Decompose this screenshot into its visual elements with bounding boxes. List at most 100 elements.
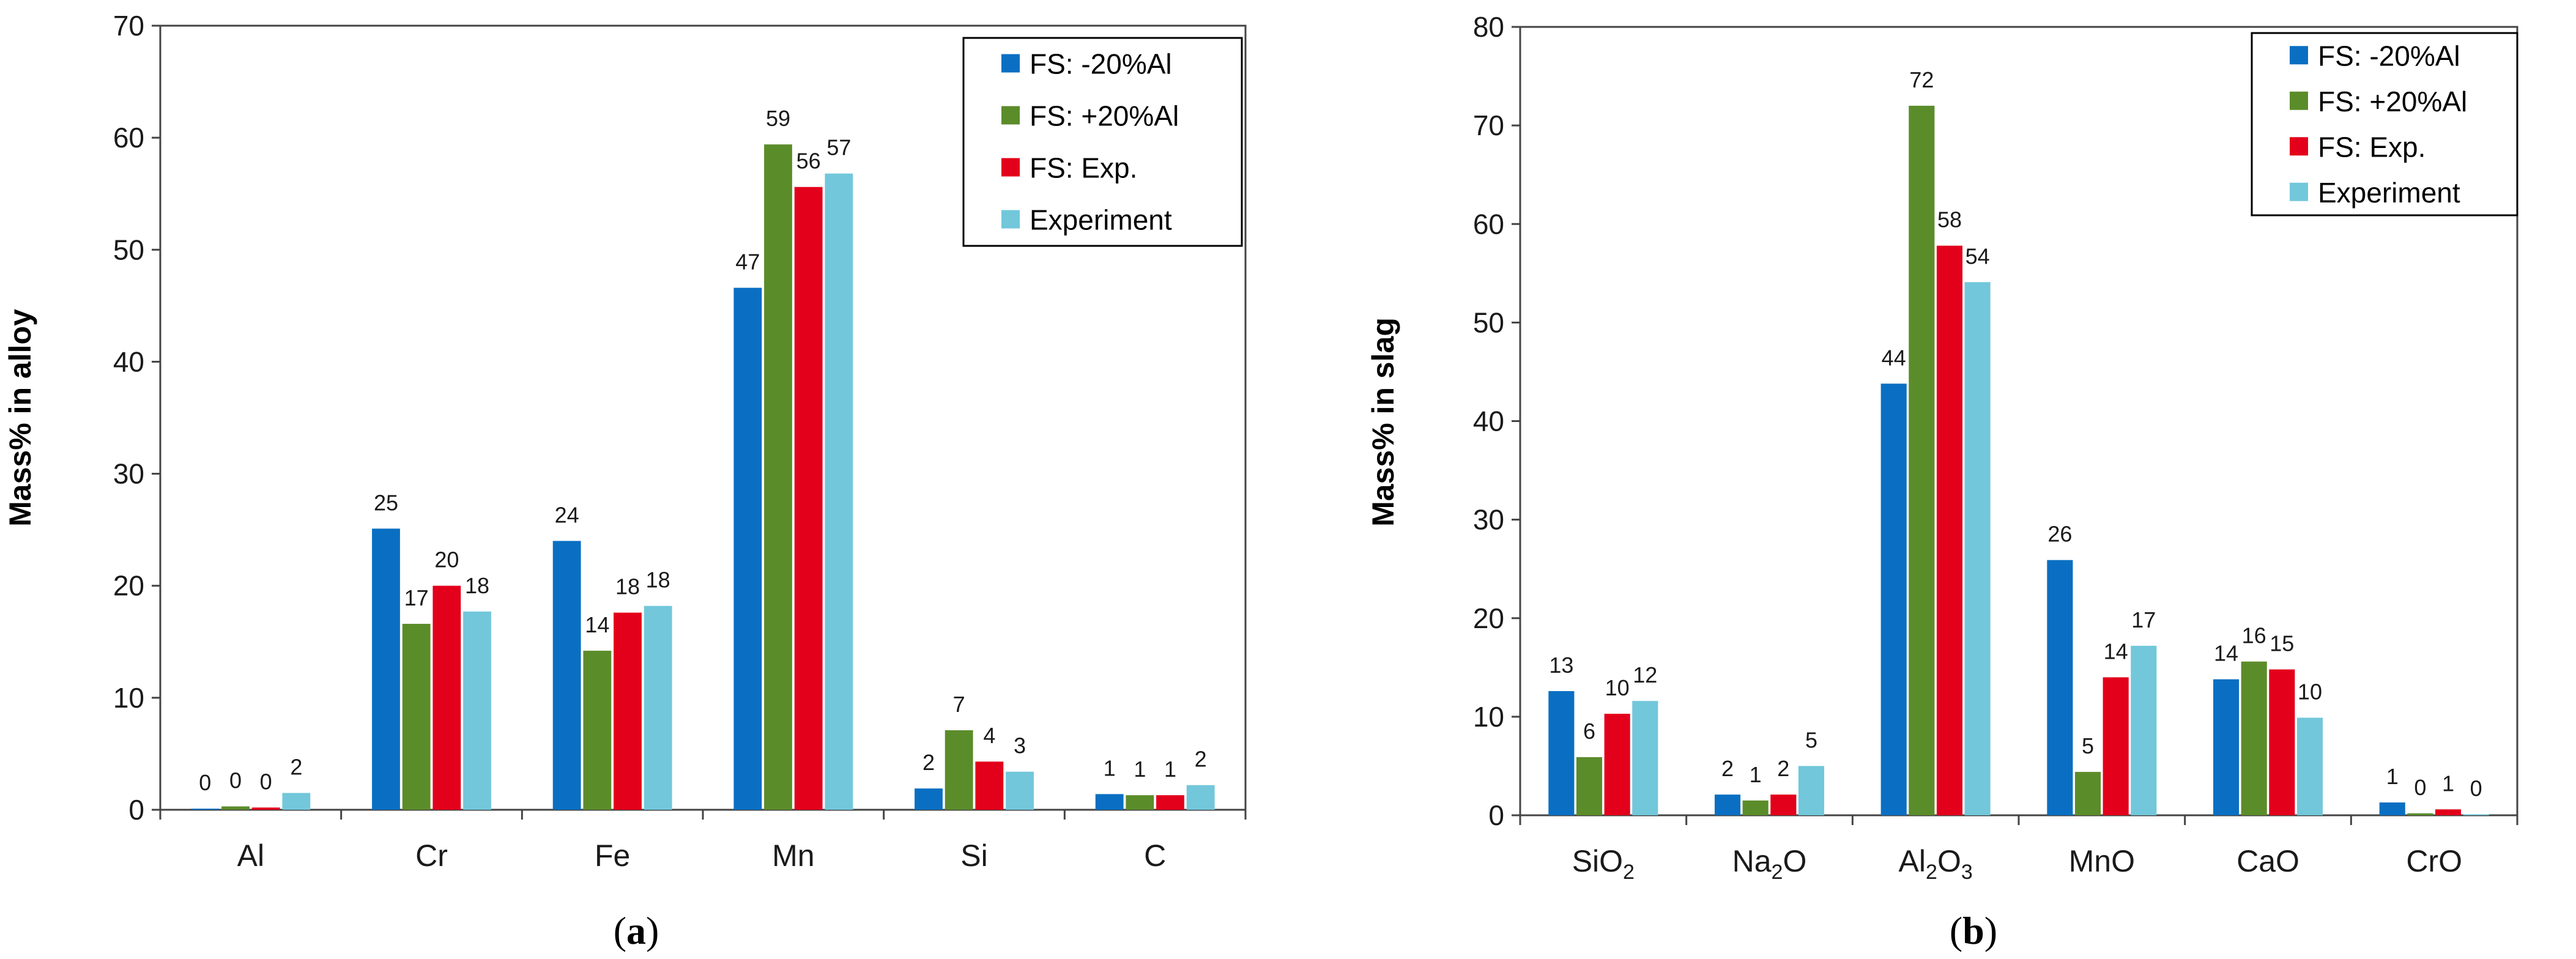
bar: [2047, 560, 2073, 815]
bar: [2103, 677, 2129, 815]
category-subscript: 2: [1623, 861, 1635, 884]
data-label: 56: [796, 149, 821, 174]
x-category-label: CaO: [2236, 844, 2299, 878]
x-category-label: Si: [960, 839, 987, 873]
y-axis-title: Mass% in slag: [1366, 317, 1400, 527]
data-label: 20: [434, 547, 459, 572]
bar: [1632, 701, 1658, 815]
y-tick-label: 80: [1473, 11, 1504, 43]
bar: [1604, 714, 1630, 815]
data-label: 15: [2270, 631, 2294, 656]
y-tick-label: 60: [113, 122, 144, 154]
data-label: 18: [646, 568, 670, 593]
y-tick-label: 40: [1473, 405, 1504, 437]
data-label: 1: [1134, 757, 1146, 782]
data-label: 3: [1014, 733, 1026, 758]
x-category-label: Cr: [415, 839, 448, 873]
bar: [2463, 814, 2489, 815]
data-label: 54: [1965, 243, 1990, 268]
data-label: 57: [826, 135, 851, 160]
legend-swatch: [1001, 106, 1020, 125]
category-main: Al: [1899, 844, 1926, 878]
data-label: 5: [1805, 727, 1817, 752]
y-tick-label: 10: [113, 682, 144, 714]
legend: FS: -20%Al FS: +20%Al FS: Exp. Experiment: [2251, 32, 2518, 217]
data-label: 17: [404, 585, 429, 610]
category-subscript: 2: [1926, 861, 1937, 884]
data-label: 16: [2242, 623, 2266, 648]
bar: [975, 761, 1004, 810]
data-label: 47: [735, 250, 760, 275]
data-label: 2: [290, 755, 302, 780]
legend: FS: -20%Al FS: +20%Al FS: Exp. Experiment: [962, 37, 1243, 247]
data-label: 7: [953, 692, 965, 717]
bar: [2407, 813, 2433, 815]
legend-swatch: [2290, 46, 2308, 65]
bar: [915, 788, 943, 810]
category-main: C: [1144, 839, 1166, 873]
data-label: 0: [2414, 775, 2426, 800]
x-category-label: SiO2: [1572, 844, 1635, 884]
category-main: Na: [1732, 844, 1772, 878]
legend-swatch: [1001, 158, 1020, 177]
bar: [1798, 766, 1825, 815]
x-category-label: Fe: [595, 839, 630, 873]
data-label: 1: [1104, 755, 1116, 780]
panel-caption: (b): [1950, 909, 1997, 952]
bar: [282, 793, 311, 810]
category-main: CrO: [2406, 844, 2462, 878]
y-tick-label: 50: [113, 234, 144, 265]
category-main: Mn: [772, 839, 814, 873]
data-label: 24: [555, 502, 579, 527]
bar: [2241, 661, 2267, 815]
data-label: 2: [1777, 756, 1789, 781]
data-label: 1: [2386, 764, 2399, 789]
bar: [2435, 809, 2462, 815]
bar: [1880, 383, 1907, 815]
category-tail: O: [1783, 844, 1806, 878]
category-subscript-2: 3: [1961, 861, 1973, 884]
data-label: 2: [922, 750, 935, 775]
y-tick-label: 50: [1473, 306, 1504, 338]
bar: [644, 605, 672, 810]
data-label: 1: [1750, 762, 1762, 787]
y-tick-label: 0: [1488, 799, 1504, 831]
bar: [794, 187, 823, 810]
data-label: 17: [2131, 607, 2156, 632]
data-label: 14: [2104, 639, 2128, 664]
data-label: 1: [2442, 771, 2454, 796]
bar: [221, 806, 250, 810]
bar: [2379, 802, 2405, 815]
y-tick-label: 70: [113, 10, 144, 42]
legend-entry: Experiment: [1030, 204, 1172, 236]
data-label: 10: [1605, 675, 1630, 700]
legend-entry: FS: Exp.: [2318, 131, 2426, 163]
data-label: 25: [374, 490, 398, 515]
data-label: 13: [1549, 653, 1573, 678]
bar: [1714, 794, 1741, 815]
bar: [1548, 691, 1575, 815]
legend-entry: FS: -20%Al: [2318, 40, 2460, 72]
bar: [463, 611, 491, 810]
data-label: 44: [1882, 345, 1906, 370]
data-label: 58: [1937, 207, 1962, 232]
caption-letter: a: [626, 909, 646, 952]
category-main: SiO: [1572, 844, 1623, 878]
data-label: 18: [615, 574, 640, 599]
data-label: 14: [585, 612, 609, 637]
y-tick-label: 0: [128, 794, 144, 826]
bar: [1909, 105, 1935, 815]
legend-swatch: [2290, 91, 2308, 110]
legend-swatch: [2290, 182, 2308, 201]
data-label: 18: [465, 573, 489, 598]
category-main: MnO: [2069, 844, 2135, 878]
category-tail: O: [1937, 844, 1961, 878]
bar: [825, 173, 853, 810]
bar: [2296, 717, 2323, 815]
data-label: 6: [1583, 719, 1595, 744]
bar: [2131, 645, 2157, 815]
bar: [1936, 245, 1963, 815]
data-label: 2: [1721, 756, 1734, 781]
